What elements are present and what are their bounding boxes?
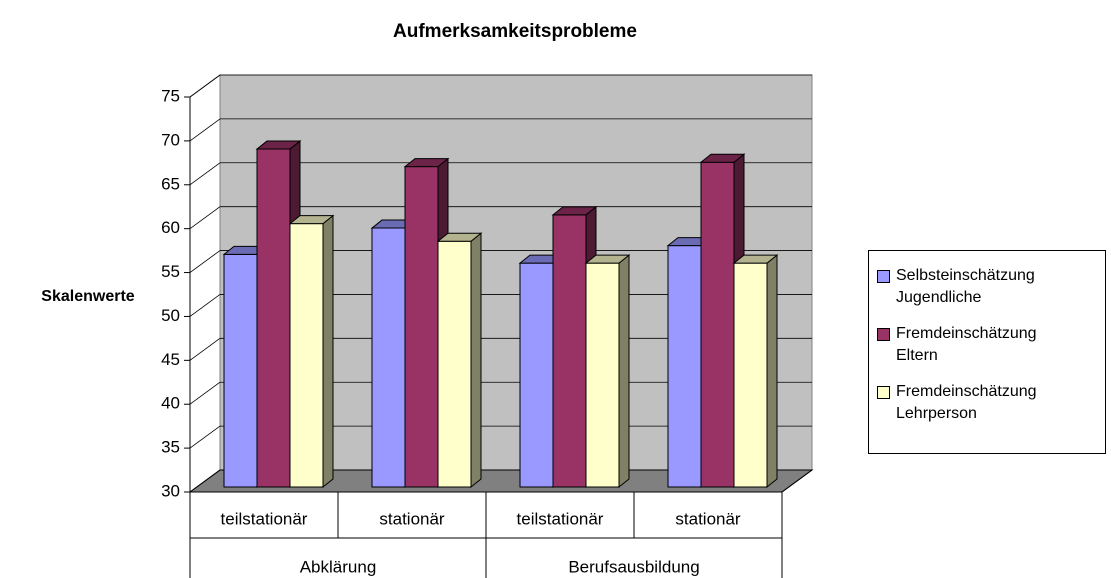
- bar-top: [584, 254, 631, 264]
- grid-line: [189, 381, 221, 405]
- legend-item: Selbsteinschätzung Jugendliche: [875, 265, 1099, 309]
- bar-side: [766, 254, 778, 489]
- bar: [288, 214, 335, 489]
- x-tick-label: stationär: [675, 509, 741, 528]
- chart-title: Aufmerksamkeitsprobleme: [393, 21, 637, 42]
- bar: [584, 254, 631, 489]
- grid-line: [189, 162, 221, 186]
- bar-front: [437, 240, 472, 488]
- bar-front: [552, 214, 587, 488]
- bar-front: [519, 262, 554, 488]
- y-tick-label: 50: [161, 306, 180, 325]
- grid-line: [189, 294, 221, 317]
- grid-line: [189, 469, 221, 493]
- legend-label: Fremdeinschätzung Lehrperson: [896, 383, 1037, 422]
- y-tick-label: 60: [161, 218, 180, 237]
- y-tick-label: 35: [161, 438, 180, 457]
- grid-line: [189, 250, 221, 273]
- group-label: Abklärung: [300, 557, 377, 576]
- bar-front: [404, 166, 439, 488]
- bar-front: [667, 245, 702, 488]
- bar-side: [322, 214, 334, 489]
- bar-front: [585, 262, 620, 488]
- legend-item: Fremdeinschätzung Eltern: [875, 323, 1099, 367]
- bar-front: [289, 223, 324, 488]
- y-tick-label: 55: [161, 262, 180, 281]
- x-tick-label: stationär: [379, 509, 445, 528]
- x-tick-label: teilstationär: [517, 509, 604, 528]
- bar-front: [733, 262, 768, 488]
- bar-top: [255, 140, 302, 150]
- grid-line: [189, 206, 221, 229]
- bar-front: [223, 253, 258, 488]
- group-label: Berufsausbildung: [568, 557, 699, 576]
- y-tick-label: 45: [161, 350, 180, 369]
- bar-top: [732, 254, 779, 264]
- y-tick-label: 65: [161, 174, 180, 193]
- bar-front: [256, 148, 291, 488]
- y-axis-label: Skalenwerte: [41, 288, 134, 305]
- y-tick-label: 40: [161, 394, 180, 413]
- legend-label: Fremdeinschätzung Eltern: [896, 325, 1037, 364]
- bar-side: [618, 254, 630, 489]
- legend-swatch: [877, 386, 890, 399]
- bar: [436, 232, 483, 489]
- bar-top: [403, 158, 450, 168]
- bar: [732, 254, 779, 489]
- grid-line: [189, 118, 221, 142]
- legend: Selbsteinschätzung Jugendliche Fremdeinsc…: [868, 250, 1106, 454]
- y-tick-label: 70: [161, 130, 180, 149]
- y-tick-label: 75: [161, 86, 180, 105]
- bar-top: [699, 153, 746, 163]
- grid-line: [189, 74, 221, 98]
- bar-top: [436, 232, 483, 242]
- legend-item: Fremdeinschätzung Lehrperson: [875, 381, 1099, 425]
- bar-top: [288, 215, 335, 225]
- legend-label: Selbsteinschätzung Jugendliche: [896, 267, 1035, 306]
- x-tick-label: teilstationär: [221, 509, 308, 528]
- y-tick-label: 30: [161, 481, 180, 500]
- legend-swatch: [877, 328, 890, 341]
- axis-line: [781, 469, 813, 493]
- bar-side: [470, 232, 482, 489]
- bar-top: [551, 206, 598, 216]
- bar-front: [371, 227, 406, 488]
- grid-line: [189, 338, 221, 361]
- grid-line: [189, 425, 221, 449]
- legend-swatch: [877, 270, 890, 283]
- bar-front: [700, 161, 735, 488]
